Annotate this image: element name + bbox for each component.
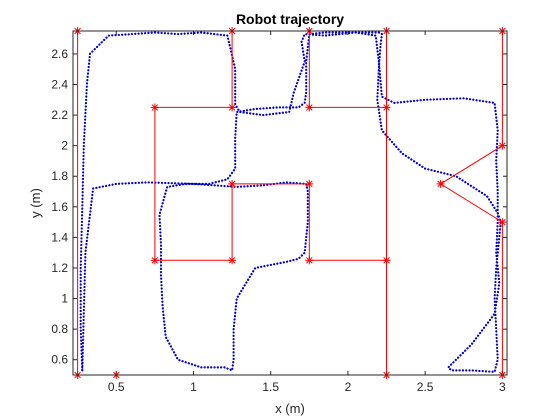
waypoint-marker bbox=[150, 256, 159, 265]
x-tick-label: 2 bbox=[345, 380, 352, 394]
y-tick-label: 1.8 bbox=[51, 169, 68, 183]
plot-border bbox=[72, 30, 508, 376]
waypoint-marker bbox=[305, 179, 314, 188]
waypoint-marker bbox=[305, 256, 314, 265]
waypoint-marker bbox=[498, 141, 507, 150]
y-tick-label: 1.2 bbox=[51, 261, 68, 275]
y-tick-label: 1.4 bbox=[51, 230, 68, 244]
y-tick-label: 0.8 bbox=[51, 322, 68, 336]
actual-trajectory-line bbox=[79, 31, 502, 373]
plot-area bbox=[73, 31, 507, 375]
x-tick-label: 3 bbox=[499, 380, 506, 394]
waypoint-marker bbox=[498, 218, 507, 227]
y-tick-label: 0.6 bbox=[51, 353, 68, 367]
y-tick-label: 1.6 bbox=[51, 200, 68, 214]
x-tick-label: 1 bbox=[190, 380, 197, 394]
y-tick-label: 2.2 bbox=[51, 108, 68, 122]
waypoint-marker bbox=[228, 256, 237, 265]
waypoint-marker bbox=[436, 179, 445, 188]
waypoint-marker bbox=[228, 179, 237, 188]
y-tick-label: 2.4 bbox=[51, 78, 68, 92]
chart-title: Robot trajectory bbox=[236, 11, 344, 27]
x-tick-label: 2.5 bbox=[417, 380, 434, 394]
y-tick-label: 2.6 bbox=[51, 47, 68, 61]
x-tick-label: 1.5 bbox=[262, 380, 279, 394]
x-tick-label: 0.5 bbox=[108, 380, 125, 394]
waypoint-marker bbox=[382, 103, 391, 112]
x-axis-label: x (m) bbox=[275, 401, 305, 416]
y-axis-label: y (m) bbox=[28, 188, 43, 218]
waypoint-marker bbox=[150, 103, 159, 112]
y-tick-label: 1 bbox=[61, 292, 68, 306]
waypoint-marker bbox=[228, 103, 237, 112]
waypoint-marker bbox=[382, 256, 391, 265]
y-tick-label: 2 bbox=[61, 139, 68, 153]
axes: 0.5 1 1.5 2 2.5 3 0.6 0.8 1 1.2 1.4 1.6 1.8 2 2.2 2.4 2.… bbox=[51, 31, 507, 394]
waypoint-marker bbox=[305, 103, 314, 112]
